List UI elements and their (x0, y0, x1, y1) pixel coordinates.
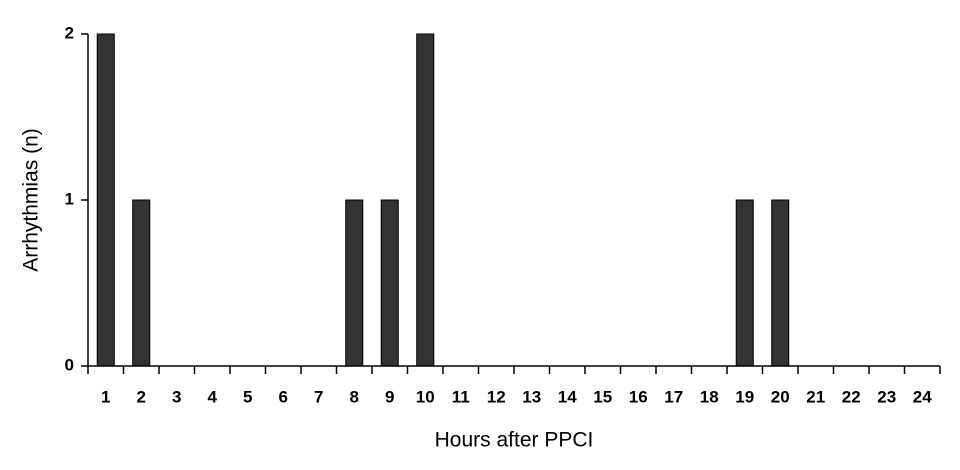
x-tick-label: 15 (593, 387, 612, 406)
bar (96, 33, 115, 367)
bar (132, 199, 151, 367)
bar (380, 199, 399, 367)
y-axis-title: Arrhythmias (n) (20, 128, 43, 272)
x-tick-label: 4 (208, 387, 218, 406)
x-tick-label: 8 (350, 387, 359, 406)
x-tick-label: 6 (279, 387, 288, 406)
x-tick-label: 23 (877, 387, 896, 406)
x-tick-label: 11 (452, 387, 470, 406)
x-tick-label: 22 (842, 387, 861, 406)
x-axis-title: Hours after PPCI (435, 429, 594, 452)
y-tick-label: 2 (65, 23, 74, 42)
y-tick-label: 1 (65, 189, 74, 208)
x-tick-label: 5 (243, 387, 252, 406)
x-tick-label: 24 (913, 387, 932, 406)
x-tick-label: 19 (735, 387, 754, 406)
x-tick-label: 1 (101, 387, 110, 406)
x-tick-label: 2 (137, 387, 146, 406)
x-tick-label: 18 (700, 387, 719, 406)
x-tick-label: 13 (522, 387, 541, 406)
bar (771, 199, 790, 367)
bar (345, 199, 364, 367)
x-tick-label: 14 (558, 387, 577, 406)
bar (735, 199, 754, 367)
y-tick-label: 0 (65, 355, 74, 374)
x-tick-label: 9 (385, 387, 394, 406)
x-tick-label: 21 (806, 387, 825, 406)
x-tick-label: 20 (771, 387, 790, 406)
x-tick-label: 17 (664, 387, 683, 406)
x-tick-label: 16 (629, 387, 648, 406)
bar (416, 33, 435, 367)
x-tick-label: 10 (416, 387, 435, 406)
x-tick-label: 12 (487, 387, 506, 406)
x-tick-label: 3 (172, 387, 181, 406)
x-tick-label: 7 (314, 387, 323, 406)
